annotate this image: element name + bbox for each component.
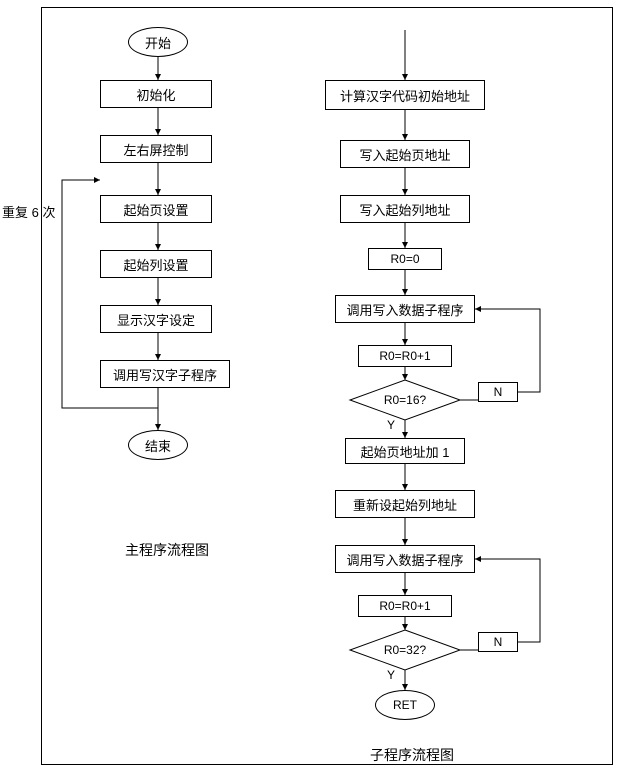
label-colset: 起始列设置	[123, 255, 188, 274]
node-nbox1: N	[478, 382, 518, 402]
label-callsub: 调用写汉字子程序	[113, 365, 217, 384]
label-resetcol: 重新设起始列地址	[353, 495, 457, 514]
node-dispset: 显示汉字设定	[100, 305, 212, 333]
label-nbox2: N	[494, 635, 503, 649]
label-scrctl: 左右屏控制	[123, 140, 188, 159]
label-r0init: R0=0	[390, 252, 419, 266]
label-start: 开始	[145, 33, 171, 52]
node-pageinc: 起始页地址加 1	[345, 438, 465, 464]
node-wcol: 写入起始列地址	[340, 195, 470, 223]
label-wcol: 写入起始列地址	[359, 200, 450, 219]
node-pageset: 起始页设置	[100, 195, 212, 223]
label-end: 结束	[145, 436, 171, 455]
node-resetcol: 重新设起始列地址	[335, 490, 475, 518]
label-pageinc: 起始页地址加 1	[361, 442, 450, 461]
label-dispset: 显示汉字设定	[117, 310, 195, 329]
right-caption: 子程序流程图	[370, 745, 454, 765]
label-calc: 计算汉字代码初始地址	[340, 86, 470, 105]
node-inc1: R0=R0+1	[358, 345, 452, 367]
label-call1: 调用写入数据子程序	[346, 300, 463, 319]
label-call2: 调用写入数据子程序	[346, 550, 463, 569]
label-init: 初始化	[136, 85, 175, 104]
node-r0init: R0=0	[368, 248, 442, 270]
y-label-2: Y	[387, 668, 395, 682]
node-calc: 计算汉字代码初始地址	[325, 80, 485, 110]
node-inc2: R0=R0+1	[358, 595, 452, 617]
node-call1: 调用写入数据子程序	[335, 295, 475, 323]
node-init: 初始化	[100, 80, 212, 108]
label-pageset: 起始页设置	[123, 200, 188, 219]
node-call2: 调用写入数据子程序	[335, 545, 475, 573]
left-caption: 主程序流程图	[125, 540, 209, 560]
label-inc2: R0=R0+1	[379, 599, 430, 613]
node-colset: 起始列设置	[100, 250, 212, 278]
label-ret: RET	[393, 698, 417, 712]
node-ret: RET	[375, 690, 435, 720]
node-wpage: 写入起始页地址	[340, 140, 470, 168]
loop-label: 重复 6 次	[2, 202, 55, 221]
y-label-1: Y	[387, 418, 395, 432]
label-nbox1: N	[494, 385, 503, 399]
node-callsub: 调用写汉字子程序	[100, 360, 230, 388]
node-nbox2: N	[478, 632, 518, 652]
node-end: 结束	[128, 430, 188, 460]
node-start: 开始	[128, 27, 188, 57]
node-scrctl: 左右屏控制	[100, 135, 212, 163]
label-wpage: 写入起始页地址	[359, 145, 450, 164]
label-inc1: R0=R0+1	[379, 349, 430, 363]
